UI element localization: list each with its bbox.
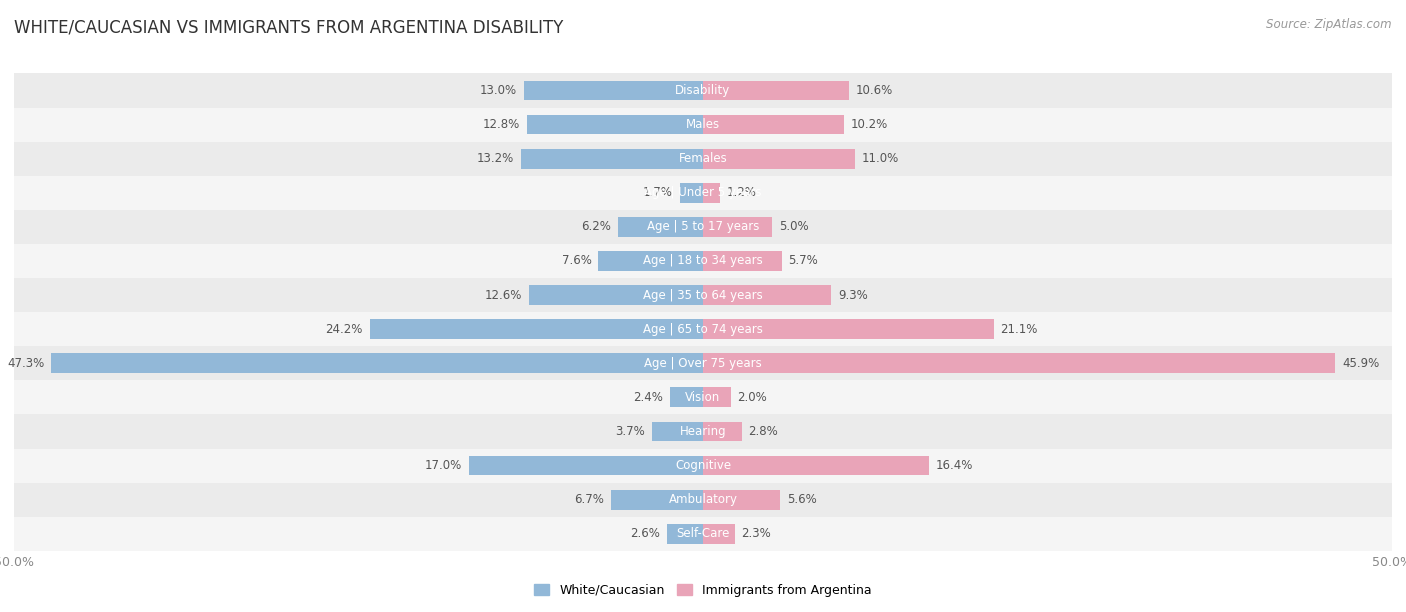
Text: 6.2%: 6.2% — [581, 220, 610, 233]
Text: Hearing: Hearing — [679, 425, 727, 438]
Text: 3.7%: 3.7% — [616, 425, 645, 438]
Text: WHITE/CAUCASIAN VS IMMIGRANTS FROM ARGENTINA DISABILITY: WHITE/CAUCASIAN VS IMMIGRANTS FROM ARGEN… — [14, 18, 564, 36]
Text: 17.0%: 17.0% — [425, 459, 461, 472]
Bar — [14, 346, 1392, 380]
Bar — [14, 380, 1392, 414]
Text: Males: Males — [686, 118, 720, 131]
Text: Age | Under 5 years: Age | Under 5 years — [644, 186, 762, 200]
Bar — [14, 108, 1392, 141]
Legend: White/Caucasian, Immigrants from Argentina: White/Caucasian, Immigrants from Argenti… — [529, 579, 877, 602]
Bar — [14, 517, 1392, 551]
Bar — [703, 183, 720, 203]
Text: 2.3%: 2.3% — [741, 528, 772, 540]
Bar — [530, 285, 703, 305]
Bar — [703, 387, 731, 407]
Bar — [14, 483, 1392, 517]
Text: 1.7%: 1.7% — [643, 186, 672, 200]
Bar — [14, 244, 1392, 278]
Text: Age | 65 to 74 years: Age | 65 to 74 years — [643, 323, 763, 335]
Text: 47.3%: 47.3% — [7, 357, 45, 370]
Bar — [14, 73, 1392, 108]
Bar — [370, 319, 703, 339]
Text: 21.1%: 21.1% — [1001, 323, 1038, 335]
Text: 5.6%: 5.6% — [787, 493, 817, 506]
Bar — [652, 422, 703, 441]
Text: 7.6%: 7.6% — [561, 255, 592, 267]
Bar — [703, 285, 831, 305]
Bar — [14, 176, 1392, 210]
Text: 5.7%: 5.7% — [789, 255, 818, 267]
Text: 45.9%: 45.9% — [1343, 357, 1379, 370]
Bar — [14, 278, 1392, 312]
Bar — [527, 114, 703, 135]
Text: 1.2%: 1.2% — [727, 186, 756, 200]
Text: Age | 5 to 17 years: Age | 5 to 17 years — [647, 220, 759, 233]
Text: 24.2%: 24.2% — [325, 323, 363, 335]
Text: Disability: Disability — [675, 84, 731, 97]
Text: 10.6%: 10.6% — [856, 84, 893, 97]
Text: 13.2%: 13.2% — [477, 152, 515, 165]
Bar — [14, 312, 1392, 346]
Bar — [703, 319, 994, 339]
Text: Vision: Vision — [685, 391, 721, 404]
Text: Age | 35 to 64 years: Age | 35 to 64 years — [643, 289, 763, 302]
Text: 2.8%: 2.8% — [748, 425, 778, 438]
Bar — [524, 81, 703, 100]
Text: 16.4%: 16.4% — [936, 459, 973, 472]
Text: 10.2%: 10.2% — [851, 118, 887, 131]
Bar — [668, 524, 703, 543]
Text: Source: ZipAtlas.com: Source: ZipAtlas.com — [1267, 18, 1392, 31]
Text: 9.3%: 9.3% — [838, 289, 868, 302]
Bar — [468, 456, 703, 476]
Text: 12.6%: 12.6% — [485, 289, 523, 302]
Bar — [703, 524, 735, 543]
Bar — [703, 422, 741, 441]
Bar — [14, 141, 1392, 176]
Bar — [703, 456, 929, 476]
Text: 2.4%: 2.4% — [633, 391, 664, 404]
Text: Cognitive: Cognitive — [675, 459, 731, 472]
Bar — [703, 114, 844, 135]
Bar — [703, 251, 782, 271]
Text: Age | Over 75 years: Age | Over 75 years — [644, 357, 762, 370]
Bar — [703, 490, 780, 510]
Bar — [703, 353, 1336, 373]
Text: 11.0%: 11.0% — [862, 152, 898, 165]
Bar — [14, 449, 1392, 483]
Text: 6.7%: 6.7% — [574, 493, 603, 506]
Bar — [599, 251, 703, 271]
Text: 2.0%: 2.0% — [738, 391, 768, 404]
Text: Females: Females — [679, 152, 727, 165]
Text: Age | 18 to 34 years: Age | 18 to 34 years — [643, 255, 763, 267]
Bar — [669, 387, 703, 407]
Bar — [703, 217, 772, 237]
Text: Self-Care: Self-Care — [676, 528, 730, 540]
Text: 2.6%: 2.6% — [630, 528, 661, 540]
Bar — [703, 149, 855, 168]
Bar — [51, 353, 703, 373]
Text: 12.8%: 12.8% — [482, 118, 520, 131]
Bar — [522, 149, 703, 168]
Bar — [14, 414, 1392, 449]
Bar — [14, 210, 1392, 244]
Text: 5.0%: 5.0% — [779, 220, 808, 233]
Bar — [679, 183, 703, 203]
Text: Ambulatory: Ambulatory — [668, 493, 738, 506]
Bar — [703, 81, 849, 100]
Bar — [610, 490, 703, 510]
Text: 13.0%: 13.0% — [479, 84, 517, 97]
Bar — [617, 217, 703, 237]
